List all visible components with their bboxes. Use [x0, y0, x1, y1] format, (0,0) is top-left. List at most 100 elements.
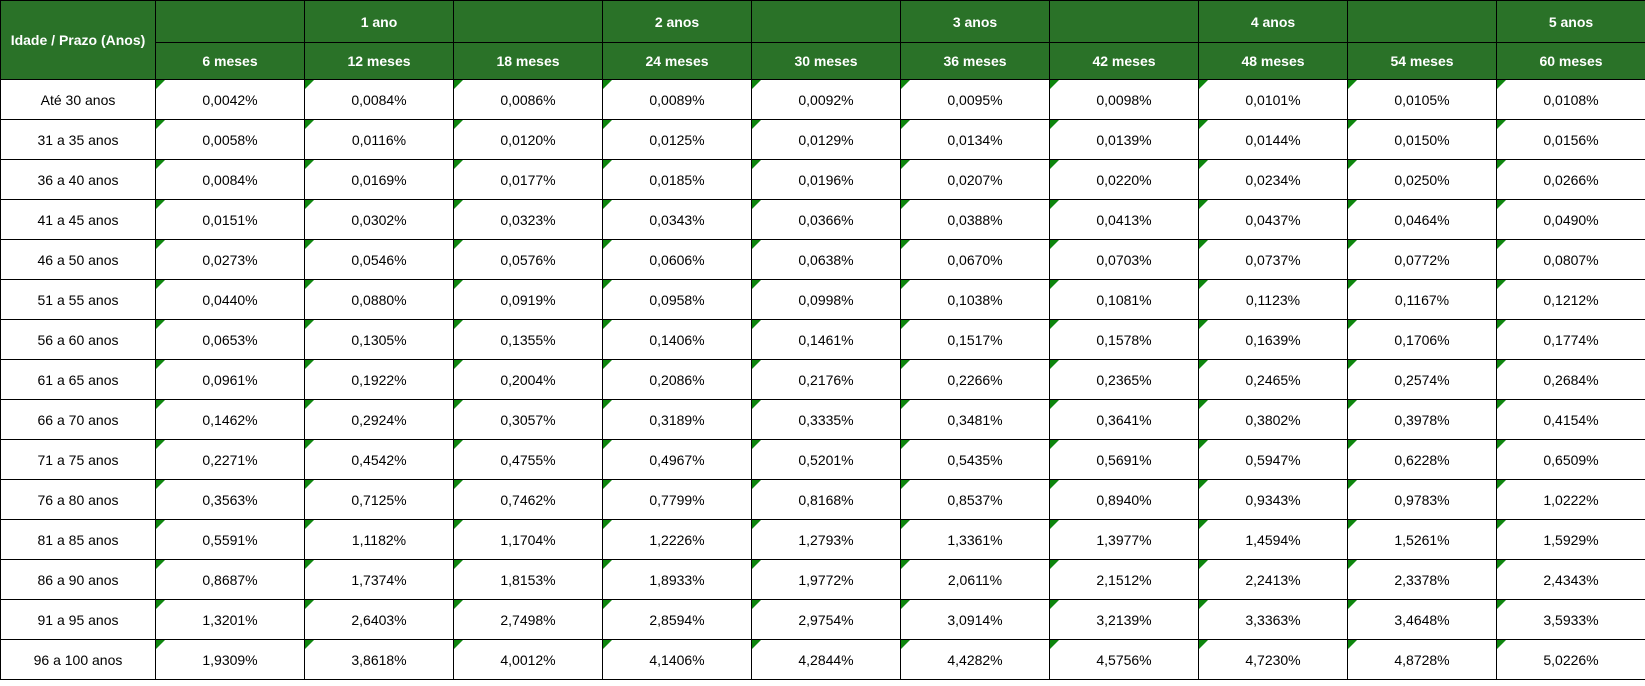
- rate-cell: 0,0105%: [1347, 79, 1497, 120]
- rate-value: 0,3641%: [1096, 411, 1152, 428]
- rate-value: 0,0880%: [351, 291, 407, 308]
- row-label-31-a-35-anos: 31 a 35 anos: [0, 119, 156, 160]
- rate-value: 0,0185%: [649, 171, 705, 188]
- cell-flag-triangle-icon: [901, 320, 910, 329]
- rate-cell: 0,0413%: [1049, 199, 1199, 240]
- cell-flag-triangle-icon: [901, 280, 910, 289]
- rate-value: 0,3978%: [1394, 411, 1450, 428]
- rate-value: 0,0273%: [202, 251, 258, 268]
- rate-value: 0,0737%: [1245, 251, 1301, 268]
- rate-cell: 1,9772%: [751, 559, 901, 600]
- year-header-row: Idade / Prazo (Anos) 1 ano 2 anos 3 anos 4 a…: [0, 0, 1645, 80]
- cell-flag-triangle-icon: [901, 520, 910, 529]
- month-header-42-meses: 42 meses: [1049, 42, 1199, 80]
- rate-cell: 0,0807%: [1496, 239, 1645, 280]
- rate-value: 2,2413%: [1245, 571, 1301, 588]
- cell-flag-triangle-icon: [454, 80, 463, 89]
- cell-flag-triangle-icon: [454, 120, 463, 129]
- rate-cell: 1,5929%: [1496, 519, 1645, 560]
- cell-flag-triangle-icon: [752, 160, 761, 169]
- cell-flag-triangle-icon: [156, 280, 165, 289]
- cell-flag-triangle-icon: [1199, 400, 1208, 409]
- cell-flag-triangle-icon: [454, 280, 463, 289]
- rate-value: 0,0807%: [1543, 251, 1599, 268]
- rate-value: 0,2365%: [1096, 371, 1152, 388]
- rate-value: 0,0490%: [1543, 211, 1599, 228]
- cell-flag-triangle-icon: [305, 160, 314, 169]
- rate-cell: 0,0703%: [1049, 239, 1199, 280]
- cell-flag-triangle-icon: [156, 120, 165, 129]
- rate-value: 0,0440%: [202, 291, 258, 308]
- rate-cell: 0,7125%: [304, 479, 454, 520]
- cell-flag-triangle-icon: [1199, 440, 1208, 449]
- rate-value: 4,7230%: [1245, 651, 1301, 668]
- cell-flag-triangle-icon: [1050, 400, 1059, 409]
- rate-cell: 0,0139%: [1049, 119, 1199, 160]
- rate-cell: 0,2086%: [602, 359, 752, 400]
- rate-cell: 0,0125%: [602, 119, 752, 160]
- rate-cell: 0,0084%: [304, 79, 454, 120]
- rate-cell: 0,0116%: [304, 119, 454, 160]
- rate-value: 0,4755%: [500, 451, 556, 468]
- rate-value: 0,0084%: [351, 91, 407, 108]
- cell-flag-triangle-icon: [454, 320, 463, 329]
- table-row-81-a-85-anos: 81 a 85 anos 0,5591% 1,1182% 1,1704% 1,2226%…: [0, 519, 1645, 560]
- rate-cell: 0,2684%: [1496, 359, 1645, 400]
- rate-value: 0,0606%: [649, 251, 705, 268]
- rate-value: 1,5261%: [1394, 531, 1450, 548]
- cell-flag-triangle-icon: [1497, 560, 1506, 569]
- rate-cell: 0,0998%: [751, 279, 901, 320]
- rate-value: 0,5691%: [1096, 451, 1152, 468]
- cell-flag-triangle-icon: [454, 600, 463, 609]
- cell-flag-triangle-icon: [901, 640, 910, 649]
- rate-value: 0,0250%: [1394, 171, 1450, 188]
- cell-flag-triangle-icon: [752, 280, 761, 289]
- rate-cell: 4,7230%: [1198, 639, 1348, 680]
- rate-cell: 0,2176%: [751, 359, 901, 400]
- rate-cell: 0,0737%: [1198, 239, 1348, 280]
- cell-flag-triangle-icon: [305, 600, 314, 609]
- rate-value: 1,3977%: [1096, 531, 1152, 548]
- rate-cell: 0,0638%: [751, 239, 901, 280]
- rate-value: 1,1182%: [351, 531, 407, 548]
- rate-value: 0,0220%: [1096, 171, 1152, 188]
- rate-cell: 0,0058%: [155, 119, 305, 160]
- rate-cell: 2,9754%: [751, 599, 901, 640]
- cell-flag-triangle-icon: [156, 320, 165, 329]
- cell-flag-triangle-icon: [305, 200, 314, 209]
- rate-value: 5,0226%: [1543, 651, 1599, 668]
- rate-cell: 0,1639%: [1198, 319, 1348, 360]
- cell-flag-triangle-icon: [1348, 640, 1357, 649]
- cell-flag-triangle-icon: [1050, 440, 1059, 449]
- rate-cell: 1,9309%: [155, 639, 305, 680]
- year-header-empty: [1347, 0, 1497, 43]
- rate-value: 0,1167%: [1394, 291, 1450, 308]
- rate-cell: 0,4542%: [304, 439, 454, 480]
- rate-value: 0,7462%: [500, 491, 556, 508]
- rate-value: 0,6509%: [1543, 451, 1599, 468]
- table-row-41-a-45-anos: 41 a 45 anos 0,0151% 0,0302% 0,0323% 0,0343%…: [0, 199, 1645, 240]
- cell-flag-triangle-icon: [305, 360, 314, 369]
- rate-cell: 0,1922%: [304, 359, 454, 400]
- table-row-51-a-55-anos: 51 a 55 anos 0,0440% 0,0880% 0,0919% 0,0958%…: [0, 279, 1645, 320]
- rate-cell: 1,7374%: [304, 559, 454, 600]
- cell-flag-triangle-icon: [156, 160, 165, 169]
- rate-value: 0,8168%: [798, 491, 854, 508]
- cell-flag-triangle-icon: [603, 240, 612, 249]
- year-header-1-ano: 1 ano: [304, 0, 454, 43]
- table-row-96-a-100-anos: 96 a 100 anos 1,9309% 3,8618% 4,0012% 4,1406…: [0, 639, 1645, 680]
- rate-cell: 0,0440%: [155, 279, 305, 320]
- rate-cell: 0,0323%: [453, 199, 603, 240]
- rate-cell: 0,0150%: [1347, 119, 1497, 160]
- month-header-6-meses: 6 meses: [155, 42, 305, 80]
- rate-cell: 3,8618%: [304, 639, 454, 680]
- row-label-66-a-70-anos: 66 a 70 anos: [0, 399, 156, 440]
- table-row-76-a-80-anos: 76 a 80 anos 0,3563% 0,7125% 0,7462% 0,7799%…: [0, 479, 1645, 520]
- cell-flag-triangle-icon: [305, 480, 314, 489]
- rate-value: 0,1038%: [947, 291, 1003, 308]
- cell-flag-triangle-icon: [305, 560, 314, 569]
- year-header-empty: [453, 0, 603, 43]
- rate-value: 0,1774%: [1543, 331, 1599, 348]
- cell-flag-triangle-icon: [1348, 560, 1357, 569]
- rate-cell: 0,0546%: [304, 239, 454, 280]
